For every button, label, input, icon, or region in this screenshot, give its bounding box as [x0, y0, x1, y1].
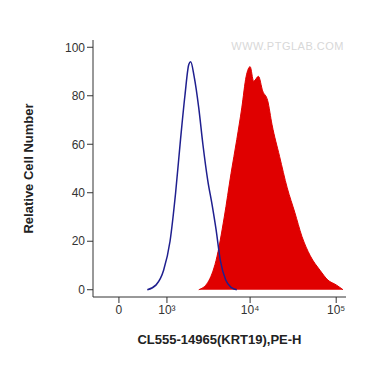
svg-text:10⁴: 10⁴ [241, 303, 260, 317]
svg-text:0: 0 [78, 283, 85, 297]
svg-text:Relative Cell Number: Relative Cell Number [21, 103, 36, 233]
svg-text:60: 60 [72, 138, 86, 152]
svg-text:20: 20 [72, 234, 86, 248]
svg-text:CL555-14965(KRT19),PE-H: CL555-14965(KRT19),PE-H [137, 332, 301, 347]
svg-text:10³: 10³ [158, 303, 175, 317]
html-text:WWW.PTGLAB.COM: WWW.PTGLAB.COM [231, 40, 344, 52]
svg-text:80: 80 [72, 89, 86, 103]
svg-text:100: 100 [65, 41, 85, 55]
svg-text:40: 40 [72, 186, 86, 200]
svg-text:0: 0 [116, 303, 123, 317]
svg-text:10⁵: 10⁵ [327, 303, 345, 317]
